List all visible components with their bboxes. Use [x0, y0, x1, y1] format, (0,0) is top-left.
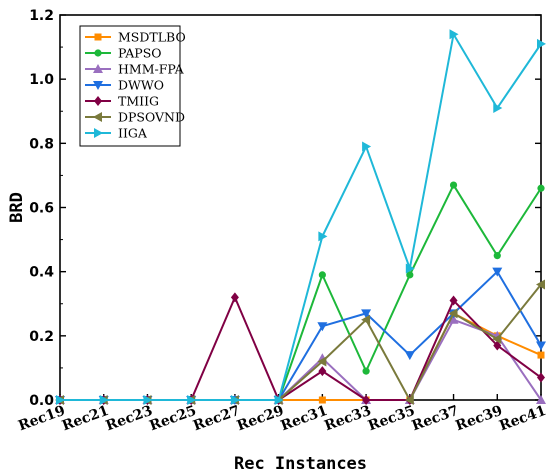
data-point — [537, 351, 545, 359]
data-point — [187, 395, 197, 405]
legend-label: HMM-FPA — [118, 62, 185, 77]
y-tick-label: 0.2 — [29, 329, 54, 345]
data-point — [362, 367, 370, 375]
data-point — [406, 271, 414, 279]
data-point — [492, 334, 502, 345]
legend-swatch-marker — [94, 49, 102, 57]
legend-swatch-marker — [94, 96, 102, 106]
data-point — [492, 267, 503, 277]
data-point — [537, 372, 545, 383]
data-point — [404, 351, 415, 361]
data-point — [536, 395, 546, 404]
series-layer — [55, 29, 546, 405]
legend-item: DWWO — [85, 78, 164, 93]
legend-item: PAPSO — [85, 46, 162, 61]
legend-swatch-marker — [93, 81, 103, 90]
data-point — [493, 103, 503, 114]
x-axis-title: Rec Instances — [234, 454, 367, 474]
data-point — [404, 395, 414, 405]
series-line — [60, 296, 542, 401]
data-point — [318, 366, 327, 377]
y-tick-label: 0.6 — [29, 201, 54, 217]
legend-item: HMM-FPA — [85, 62, 185, 77]
legend-swatch-marker — [93, 64, 103, 73]
data-point — [493, 340, 502, 351]
y-tick-label: 1.0 — [29, 72, 54, 88]
series-hmm-fpa — [55, 314, 546, 404]
data-point — [317, 322, 328, 332]
data-point — [537, 184, 545, 192]
legend-label: TMIIG — [118, 94, 159, 109]
data-point — [143, 395, 153, 405]
data-point — [362, 141, 372, 152]
data-point — [536, 341, 546, 351]
legend-label: MSDTLBO — [118, 30, 186, 45]
data-point — [537, 38, 546, 49]
data-point — [99, 395, 109, 405]
y-tick-label: 1.2 — [29, 8, 54, 24]
series-line — [60, 283, 542, 401]
data-point — [536, 279, 545, 290]
data-point — [449, 181, 458, 189]
data-point — [318, 396, 326, 404]
legend-item: IIGA — [85, 126, 148, 141]
data-point — [230, 292, 239, 303]
data-point — [317, 356, 327, 367]
legend-label: DPSOVND — [118, 110, 185, 125]
y-axis: 0.0 0.2 0.4 0.6 0.8 1.0 1.2 — [29, 8, 541, 409]
data-point — [361, 309, 372, 319]
data-point — [449, 295, 458, 306]
data-point — [448, 314, 459, 324]
y-axis-title: BRD — [7, 192, 27, 223]
data-point — [56, 395, 65, 405]
legend-label: PAPSO — [118, 46, 162, 61]
data-point — [230, 395, 240, 405]
legend-label: DWWO — [118, 78, 164, 93]
legend-item: TMIIG — [85, 94, 159, 109]
data-point — [318, 271, 326, 279]
series-tmiig — [56, 292, 545, 405]
series-iiga — [56, 29, 546, 405]
data-point — [362, 395, 371, 405]
series-line — [60, 184, 542, 401]
series-line — [60, 318, 542, 401]
legend-label: IIGA — [118, 126, 148, 141]
legend-swatch-marker — [93, 112, 102, 122]
y-tick-label: 0.8 — [29, 136, 54, 152]
data-point — [448, 308, 458, 319]
data-point — [274, 395, 284, 405]
legend-item: MSDTLBO — [85, 30, 186, 45]
legend-swatch-marker — [94, 33, 102, 41]
data-point — [361, 314, 371, 325]
data-point — [449, 29, 459, 40]
legend-swatch-marker — [94, 128, 103, 138]
y-tick-label: 0.4 — [29, 265, 54, 281]
legend-item: DPSOVND — [85, 110, 185, 125]
data-point — [405, 263, 415, 274]
series-line — [60, 33, 542, 401]
series-papso — [56, 181, 545, 404]
x-tick-label: Rec41 — [497, 403, 548, 435]
y-tick-label: 0.0 — [29, 393, 54, 409]
data-point — [318, 231, 328, 242]
data-point — [493, 252, 501, 260]
